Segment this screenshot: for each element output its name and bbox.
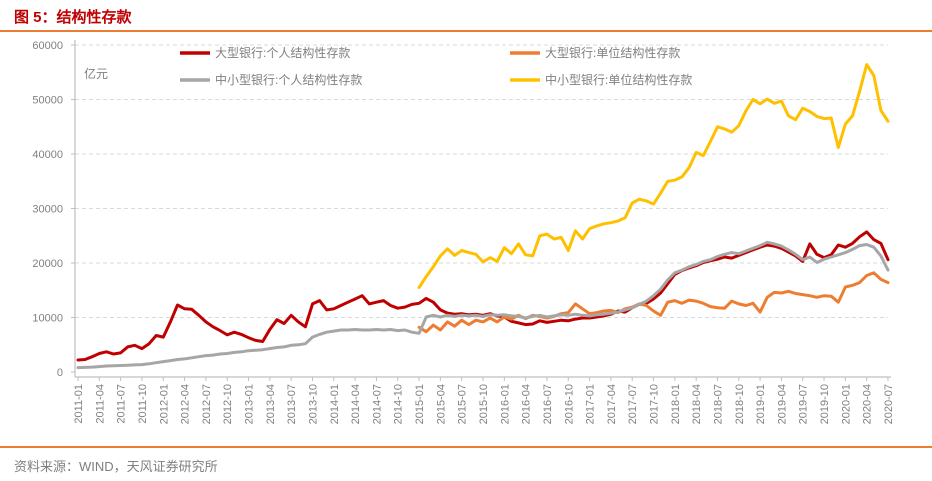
x-tick-label: 2014-10 (393, 384, 405, 424)
x-tick-label: 2018-04 (691, 384, 703, 424)
y-tick-label: 30000 (32, 204, 63, 216)
x-tick-label: 2019-10 (819, 384, 831, 424)
x-tick-label: 2013-10 (307, 384, 319, 424)
x-tick-label: 2020-07 (883, 384, 895, 424)
y-tick-label: 0 (57, 367, 63, 379)
legend-label-0: 大型银行:个人结构性存款 (215, 45, 350, 60)
series-line-1 (417, 271, 890, 334)
legend-label-3: 中小型银行:单位结构性存款 (545, 72, 692, 87)
x-tick-label: 2019-04 (776, 384, 788, 424)
x-tick-label: 2014-07 (371, 384, 383, 424)
x-tick-label: 2013-04 (265, 384, 277, 424)
x-tick-label: 2013-01 (244, 384, 256, 424)
x-tick-label: 2018-10 (734, 384, 746, 424)
x-tick-label: 2011-04 (94, 384, 106, 424)
x-tick-label: 2016-01 (499, 384, 511, 424)
legend-label-1: 大型银行:单位结构性存款 (545, 45, 680, 60)
x-tick-label: 2012-01 (158, 384, 170, 424)
x-tick-label: 2020-04 (862, 384, 874, 424)
x-tick-label: 2018-01 (670, 384, 682, 424)
x-tick-label: 2017-04 (606, 384, 618, 424)
x-tick-label: 2012-04 (180, 384, 192, 424)
x-tick-label: 2015-07 (457, 384, 469, 424)
unit-label: 亿元 (84, 66, 108, 81)
x-tick-label: 2017-01 (585, 384, 597, 424)
x-tick-label: 2013-07 (286, 384, 298, 424)
x-tick-label: 2017-10 (649, 384, 661, 424)
x-tick-label: 2017-07 (627, 384, 639, 424)
bottom-divider (0, 446, 932, 448)
series-line-2 (76, 240, 890, 370)
y-tick-label: 50000 (32, 95, 63, 107)
x-tick-label: 2015-04 (435, 384, 447, 424)
x-tick-label: 2015-10 (478, 384, 490, 424)
x-tick-label: 2016-10 (563, 384, 575, 424)
x-tick-label: 2012-10 (222, 384, 234, 424)
x-tick-label: 2019-01 (755, 384, 767, 424)
legend-label-2: 中小型银行:个人结构性存款 (215, 72, 362, 87)
x-tick-label: 2020-01 (840, 384, 852, 424)
source-note: 资料来源：WIND，天风证券研究所 (14, 459, 218, 474)
x-tick-label: 2014-01 (329, 384, 341, 424)
top-divider (0, 30, 932, 32)
x-tick-label: 2015-01 (414, 384, 426, 424)
x-tick-label: 2011-07 (116, 384, 128, 424)
x-tick-label: 2011-01 (73, 384, 85, 424)
y-tick-label: 10000 (32, 313, 63, 325)
x-tick-label: 2018-07 (712, 384, 724, 424)
x-tick-label: 2014-04 (350, 384, 362, 424)
x-tick-label: 2016-04 (521, 384, 533, 424)
series-line-0 (76, 230, 890, 362)
x-tick-label: 2011-10 (137, 384, 149, 424)
y-tick-label: 60000 (32, 40, 63, 52)
series-line-3 (417, 63, 890, 289)
y-tick-label: 20000 (32, 258, 63, 270)
x-tick-label: 2016-07 (542, 384, 554, 424)
y-tick-label: 40000 (32, 149, 63, 161)
x-tick-label: 2012-07 (201, 384, 213, 424)
chart-title: 图 5：结构性存款 (14, 9, 132, 26)
x-tick-label: 2019-07 (798, 384, 810, 424)
